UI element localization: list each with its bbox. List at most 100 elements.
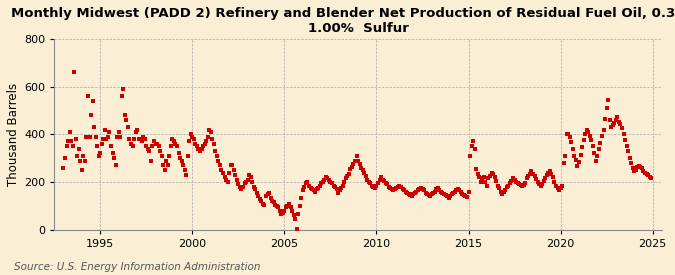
Point (124, 137, 135, 141)
Point (434, 188, 445, 192)
Point (132, 127, 142, 132)
Point (439, 192, 450, 196)
Point (458, 193, 469, 197)
Point (164, 154, 175, 158)
Point (428, 191, 439, 195)
Point (566, 140, 576, 144)
Point (593, 147, 604, 151)
Point (90, 134, 101, 139)
Point (568, 147, 578, 151)
Point (163, 163, 173, 167)
Point (472, 172, 483, 176)
Point (144, 149, 155, 153)
Point (150, 142, 161, 146)
Point (181, 173, 192, 177)
Point (351, 154, 362, 158)
Point (597, 133, 608, 138)
Point (646, 175, 657, 180)
Point (485, 174, 495, 178)
Point (615, 122, 626, 127)
Point (598, 127, 609, 132)
Point (204, 127, 215, 132)
Point (494, 186, 505, 190)
Point (141, 144, 152, 148)
Point (331, 187, 342, 191)
Point (109, 156, 119, 160)
Point (546, 172, 557, 176)
Point (188, 137, 199, 141)
Point (58, 166, 69, 170)
Point (294, 204, 305, 208)
Point (468, 139, 479, 144)
Point (487, 172, 498, 176)
Point (562, 132, 572, 136)
Point (382, 182, 393, 187)
Point (411, 189, 422, 194)
Point (186, 132, 196, 136)
Point (618, 132, 629, 136)
Point (148, 139, 159, 144)
Point (620, 138, 630, 142)
Point (101, 137, 112, 141)
Point (159, 168, 170, 172)
Point (270, 202, 281, 207)
Point (247, 180, 258, 184)
Point (244, 173, 254, 177)
Point (354, 162, 365, 166)
Point (427, 192, 437, 196)
Point (509, 177, 520, 182)
Point (371, 183, 382, 188)
Point (414, 187, 425, 191)
Point (586, 138, 597, 142)
Point (643, 173, 653, 178)
Point (116, 94, 127, 98)
Point (184, 139, 194, 144)
Point (365, 181, 376, 185)
Point (230, 173, 241, 177)
Point (551, 183, 562, 188)
Point (138, 134, 148, 139)
Point (350, 158, 360, 163)
Point (474, 175, 485, 180)
Point (621, 144, 632, 148)
Point (152, 142, 163, 146)
Point (228, 168, 239, 172)
Point (327, 181, 338, 185)
Point (452, 187, 463, 191)
Point (205, 130, 216, 134)
Point (104, 130, 115, 134)
Point (410, 191, 421, 195)
Point (502, 185, 512, 189)
Point (245, 175, 256, 180)
Point (198, 144, 209, 148)
Point (575, 152, 586, 157)
Point (261, 194, 271, 199)
Point (511, 180, 522, 184)
Point (457, 192, 468, 196)
Point (624, 156, 635, 160)
Point (69, 70, 80, 75)
Point (210, 149, 221, 153)
Point (335, 186, 346, 190)
Point (87, 99, 98, 103)
Point (135, 137, 146, 141)
Point (418, 188, 429, 192)
Point (227, 163, 238, 167)
Point (316, 181, 327, 185)
Point (543, 170, 554, 175)
Point (557, 183, 568, 188)
Point (359, 170, 370, 175)
Point (635, 165, 646, 169)
Point (537, 182, 547, 186)
Point (333, 191, 344, 195)
Point (396, 185, 406, 189)
Point (122, 125, 133, 129)
Point (614, 120, 624, 125)
Point (107, 151, 118, 156)
Point (433, 186, 443, 190)
Point (612, 115, 623, 119)
Point (599, 117, 610, 121)
Point (146, 158, 157, 163)
Point (477, 176, 488, 181)
Point (403, 192, 414, 196)
